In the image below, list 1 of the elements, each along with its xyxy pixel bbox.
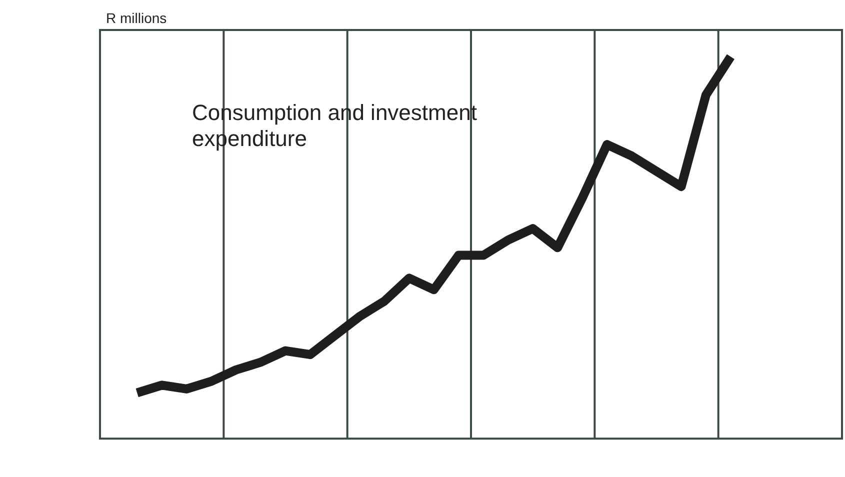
y-axis-title: R millions [106, 10, 167, 26]
